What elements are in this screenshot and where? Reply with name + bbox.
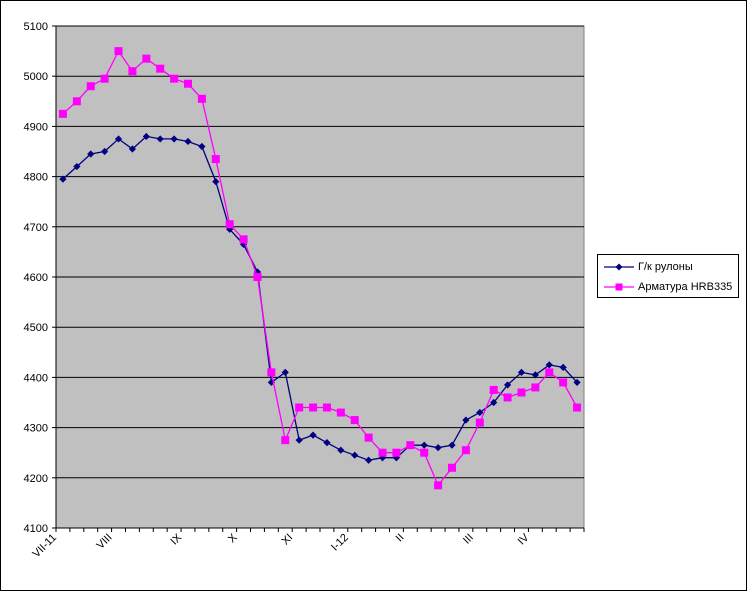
- data-point: [267, 378, 275, 387]
- data-point: [72, 97, 81, 106]
- data-point: [476, 408, 484, 417]
- data-point: [434, 444, 442, 452]
- data-point: [573, 403, 582, 412]
- axes: 4100 4200 4300 4400 4500 4600 4700 4800 4900 5000…: [24, 21, 585, 560]
- legend-marker-square-icon: [604, 283, 634, 291]
- data-point: [392, 448, 401, 457]
- y-tick-label: 4600: [24, 272, 48, 284]
- data-point: [489, 385, 498, 394]
- legend-marker-diamond-icon: [604, 263, 634, 271]
- data-point: [156, 135, 164, 143]
- data-point: [295, 403, 304, 412]
- data-point: [114, 47, 123, 56]
- y-tick-label: 4300: [24, 423, 48, 435]
- y-tick-label: 4700: [24, 222, 48, 234]
- data-point: [323, 439, 331, 447]
- data-point: [212, 178, 220, 186]
- data-point: [170, 135, 178, 143]
- y-tick-label: 4100: [24, 523, 48, 535]
- data-point: [337, 446, 345, 454]
- data-point: [350, 416, 359, 425]
- data-point: [503, 393, 512, 402]
- data-point: [225, 220, 234, 229]
- data-point: [420, 441, 428, 449]
- data-point: [87, 150, 95, 158]
- data-point: [503, 381, 512, 389]
- y-tick-label: 4900: [24, 121, 48, 133]
- data-point: [170, 74, 179, 83]
- data-point: [100, 74, 109, 83]
- data-point: [490, 398, 498, 407]
- data-point: [58, 109, 67, 118]
- data-point: [211, 155, 220, 164]
- data-point: [559, 378, 568, 387]
- data-point: [309, 403, 318, 412]
- data-point: [406, 441, 415, 450]
- data-point: [517, 368, 526, 376]
- data-point: [184, 79, 192, 88]
- data-point: [128, 67, 137, 76]
- data-point: [142, 132, 150, 141]
- data-point: [253, 273, 262, 281]
- y-tick-label: 4800: [24, 172, 48, 184]
- data-point: [59, 175, 67, 183]
- data-point: [545, 368, 554, 377]
- data-point: [378, 448, 387, 457]
- data-point: [448, 463, 456, 472]
- data-point: [475, 418, 484, 427]
- data-point: [86, 82, 95, 91]
- legend: Г/к рулоны Арматура HRB335: [597, 254, 739, 298]
- data-point: [434, 481, 443, 490]
- legend-label-series-2: Арматура HRB335: [638, 281, 733, 293]
- data-point: [461, 446, 470, 455]
- data-point: [184, 137, 192, 146]
- data-point: [420, 448, 429, 457]
- data-point: [198, 142, 206, 151]
- y-tick-label: 4200: [24, 473, 48, 485]
- data-point: [365, 456, 373, 464]
- data-point: [128, 145, 137, 153]
- data-point: [197, 94, 206, 103]
- data-point: [309, 431, 317, 439]
- data-point: [156, 64, 165, 73]
- data-point: [545, 361, 553, 369]
- data-point: [531, 371, 539, 379]
- data-point: [281, 368, 289, 376]
- data-point: [531, 383, 540, 392]
- y-tick-label: 4400: [24, 372, 48, 384]
- data-point: [573, 378, 581, 387]
- data-point: [101, 147, 109, 156]
- data-point: [73, 162, 81, 171]
- legend-item-series-2: Арматура HRB335: [598, 277, 738, 297]
- data-point: [281, 436, 290, 445]
- data-point: [351, 451, 359, 459]
- y-tick-label: 5100: [24, 21, 48, 33]
- y-tick-label: 5000: [24, 71, 48, 83]
- data-point: [239, 235, 248, 244]
- data-point: [336, 408, 345, 417]
- legend-item-series-1: Г/к рулоны: [598, 257, 738, 277]
- data-point: [295, 436, 303, 444]
- series-layer: [58, 47, 582, 490]
- gridlines: [56, 25, 584, 479]
- legend-label-series-1: Г/к рулоны: [638, 261, 693, 273]
- data-point: [378, 454, 387, 462]
- series-2: [58, 47, 582, 490]
- data-point: [559, 363, 567, 371]
- data-point: [322, 403, 331, 412]
- data-point: [142, 54, 151, 63]
- data-point: [392, 454, 401, 462]
- data-point: [114, 135, 123, 143]
- data-point: [267, 368, 276, 377]
- data-point: [462, 416, 470, 424]
- data-point: [364, 433, 373, 442]
- data-point: [517, 388, 526, 397]
- data-point: [448, 441, 456, 449]
- y-tick-label: 4500: [24, 322, 48, 334]
